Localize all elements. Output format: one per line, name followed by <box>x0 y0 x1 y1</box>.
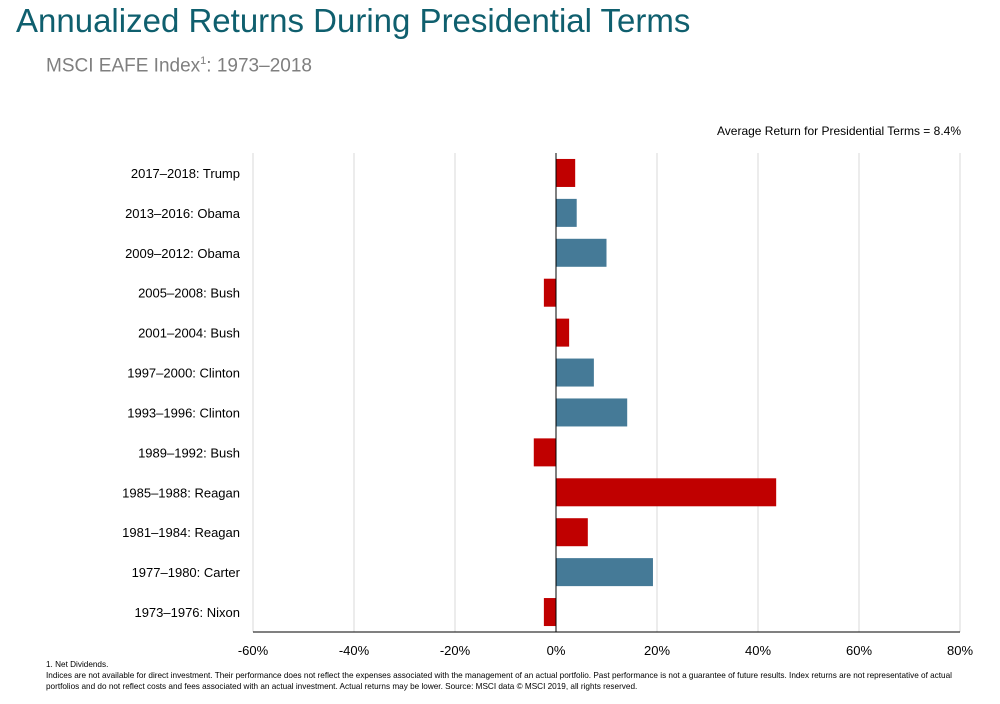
bar <box>556 158 576 187</box>
bar <box>556 518 588 547</box>
x-tick-label: 40% <box>745 643 771 658</box>
bar <box>556 398 628 427</box>
footnote-disclaimer: Indices are not available for direct inv… <box>46 671 952 691</box>
x-tick-label: 60% <box>846 643 872 658</box>
subtitle-footnote-marker: 1 <box>200 55 207 67</box>
x-tick-label: 80% <box>947 643 973 658</box>
category-label: 2005–2008: Bush <box>138 286 240 301</box>
bar <box>543 598 556 627</box>
category-label: 1981–1984: Reagan <box>122 525 240 540</box>
category-label: 1989–1992: Bush <box>138 445 240 460</box>
bar <box>556 358 594 387</box>
category-label: 1977–1980: Carter <box>132 565 241 580</box>
bar <box>556 478 777 507</box>
category-label: 2013–2016: Obama <box>125 206 241 221</box>
x-tick-label: -60% <box>238 643 269 658</box>
footnote-net-dividends: 1. Net Dividends. <box>46 660 109 669</box>
bar <box>556 238 607 267</box>
category-label: 2009–2012: Obama <box>125 246 241 261</box>
bar <box>543 278 556 307</box>
x-tick-label: 20% <box>644 643 670 658</box>
bar <box>556 558 653 587</box>
x-tick-label: -40% <box>339 643 370 658</box>
x-tick-label: -20% <box>440 643 471 658</box>
category-label: 1973–1976: Nixon <box>134 605 240 620</box>
bar <box>556 318 570 347</box>
category-label: 1985–1988: Reagan <box>122 485 240 500</box>
chart-title: Annualized Returns During Presidential T… <box>16 2 691 39</box>
x-tick-label: 0% <box>547 643 566 658</box>
chart-subtitle: MSCI EAFE Index1: 1973–2018 <box>46 55 312 77</box>
footnotes: 1. Net Dividends. Indices are not availa… <box>46 659 966 692</box>
bar <box>533 438 556 467</box>
category-label: 1997–2000: Clinton <box>127 366 240 381</box>
subtitle-period: : 1973–2018 <box>206 55 312 77</box>
average-return-label: Average Return for Presidential Terms = … <box>716 124 961 138</box>
category-label: 2001–2004: Bush <box>138 326 240 341</box>
category-label: 1993–1996: Clinton <box>127 405 240 420</box>
bar <box>556 198 577 227</box>
category-label: 2017–2018: Trump <box>131 166 240 181</box>
subtitle-index: MSCI EAFE Index <box>46 55 201 77</box>
